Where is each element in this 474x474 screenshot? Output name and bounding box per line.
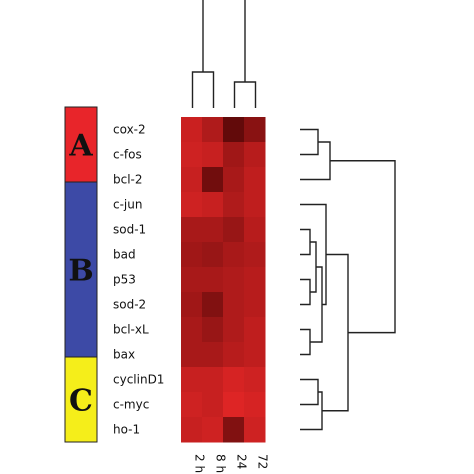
heat-cell-bcl-xL-2h (181, 317, 203, 343)
heat-cell-c-jun-8h (202, 192, 224, 218)
heat-cell-p53-2h (181, 267, 203, 293)
heat-cell-sod-1-2h (181, 217, 203, 243)
group-label-C: C (69, 384, 93, 419)
heat-cell-c-fos-2h (181, 142, 203, 168)
heat-cell-c-myc-24h (223, 392, 245, 418)
heat-cell-c-fos-72h (244, 142, 266, 168)
row-label-bcl-xL: bcl-xL (113, 323, 149, 337)
row-label-bax: bax (113, 348, 135, 362)
row-dendrogram-branch (330, 160, 396, 334)
row-dendrogram-branch (300, 228, 311, 256)
heat-cell-c-fos-8h (202, 142, 224, 168)
heat-cell-bcl-xL-24h (223, 317, 245, 343)
heat-cell-bax-24h (223, 342, 245, 368)
heat-cell-ho-1-2h (181, 417, 203, 443)
heat-cell-bcl-xL-8h (202, 317, 224, 343)
row-label-c-myc: c-myc (113, 398, 149, 412)
heat-cell-sod-1-8h (202, 217, 224, 243)
heat-cell-bcl-2-72h (244, 167, 266, 193)
heat-cell-cyclinD1-2h (181, 367, 203, 393)
heat-cell-p53-24h (223, 267, 245, 293)
heat-cell-bcl-xL-72h (244, 317, 266, 343)
heat-cell-ho-1-72h (244, 417, 266, 443)
heat-cell-c-myc-8h (202, 392, 224, 418)
heat-cell-bad-8h (202, 242, 224, 268)
column-dendrogram-branch (202, 0, 246, 82)
row-dendrogram-branch (300, 378, 319, 406)
heat-cell-sod-2-72h (244, 292, 266, 318)
row-dendrogram (300, 128, 396, 431)
heat-cell-bcl-2-2h (181, 167, 203, 193)
heat-cell-bad-24h (223, 242, 245, 268)
heat-cell-cox-2-2h (181, 117, 203, 143)
heat-cell-cyclinD1-8h (202, 367, 224, 393)
row-label-bad: bad (113, 248, 136, 262)
heatmap-cells (181, 117, 266, 443)
row-dendrogram-branch (300, 278, 311, 306)
column-label-8h: 8 h (214, 454, 228, 473)
row-dendrogram-branch (300, 328, 311, 356)
row-label-cyclinD1: cyclinD1 (113, 373, 164, 387)
row-label-c-jun: c-jun (113, 198, 142, 212)
heat-cell-bax-72h (244, 342, 266, 368)
heat-cell-p53-8h (202, 267, 224, 293)
heat-cell-cox-2-8h (202, 117, 224, 143)
row-label-sod-1: sod-1 (113, 223, 146, 237)
group-bar-A (64, 106, 98, 183)
heat-cell-c-fos-24h (223, 142, 245, 168)
heat-cell-bax-8h (202, 342, 224, 368)
heat-cell-sod-2-24h (223, 292, 245, 318)
heat-cell-p53-72h (244, 267, 266, 293)
group-bar-B (64, 181, 98, 358)
group-bars: A B C (64, 106, 98, 443)
row-label-p53: p53 (113, 273, 136, 287)
row-label-cox-2: cox-2 (113, 123, 146, 137)
heat-cell-sod-1-24h (223, 217, 245, 243)
column-label-72h: 72 h (256, 454, 270, 474)
heat-cell-c-jun-72h (244, 192, 266, 218)
heat-cell-sod-1-72h (244, 217, 266, 243)
column-dendrogram (191, 0, 257, 108)
heat-cell-sod-2-8h (202, 292, 224, 318)
column-label-2h: 2 h (193, 454, 207, 473)
heat-cell-sod-2-2h (181, 292, 203, 318)
group-label-B: B (68, 254, 93, 289)
heat-cell-c-jun-24h (223, 192, 245, 218)
column-labels: 2 h 8 h 24 h 72 h (193, 454, 270, 474)
row-dendrogram-branch (310, 241, 317, 293)
heat-cell-ho-1-24h (223, 417, 245, 443)
heat-cell-cox-2-72h (244, 117, 266, 143)
heat-cell-cyclinD1-72h (244, 367, 266, 393)
heat-cell-ho-1-8h (202, 417, 224, 443)
heat-cell-bcl-2-8h (202, 167, 224, 193)
heat-cell-c-myc-2h (181, 392, 203, 418)
column-label-24h: 24 h (235, 454, 249, 474)
heat-cell-cyclinD1-24h (223, 367, 245, 393)
heat-cell-cox-2-24h (223, 117, 245, 143)
row-label-sod-2: sod-2 (113, 298, 146, 312)
row-labels: cox-2 c-fos bcl-2 c-jun sod-1 bad p53 sod-2 bcl-… (113, 123, 164, 437)
heat-cell-bax-2h (181, 342, 203, 368)
group-bar-C (64, 356, 98, 443)
row-label-bcl-2: bcl-2 (113, 173, 143, 187)
heat-cell-bad-72h (244, 242, 266, 268)
heat-cell-bcl-2-24h (223, 167, 245, 193)
row-dendrogram-branch (300, 128, 319, 156)
column-dendrogram-branch (191, 71, 215, 108)
row-dendrogram-branch (300, 141, 331, 181)
column-dendrogram-branch (233, 81, 257, 108)
row-label-c-fos: c-fos (113, 148, 142, 162)
row-label-ho-1: ho-1 (113, 423, 140, 437)
heat-cell-bad-2h (181, 242, 203, 268)
heat-cell-c-myc-72h (244, 392, 266, 418)
group-label-A: A (68, 129, 93, 164)
heat-cell-c-jun-2h (181, 192, 203, 218)
